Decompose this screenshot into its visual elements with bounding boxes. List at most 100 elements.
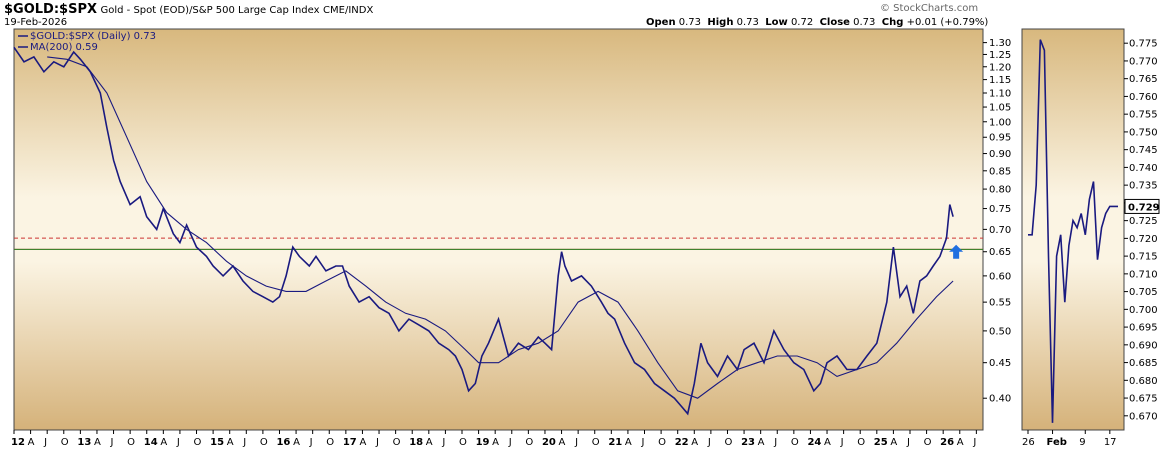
close-label: Close [819, 17, 850, 28]
x-tick-label: A [426, 437, 433, 448]
last-value-label: 0.729 [1128, 202, 1160, 213]
y-tick-label: 1.25 [989, 50, 1011, 61]
y-tick-label: 0.60 [989, 271, 1011, 282]
plot-area [13, 28, 984, 431]
x-tick-label: J [508, 437, 512, 448]
x-tick-label: 25 [874, 437, 888, 448]
brand-watermark: © StockCharts.com [880, 3, 979, 14]
x-tick-label: 23 [741, 437, 755, 448]
open-label: Open [646, 17, 676, 28]
x-tick-label: 15 [210, 437, 224, 448]
x-tick-label: 21 [608, 437, 622, 448]
x-tick-label: A [359, 437, 366, 448]
x-tick-label: 22 [675, 437, 689, 448]
y-tick-label: 0.90 [989, 149, 1011, 160]
side-y-tick-label: 0.700 [1129, 305, 1158, 316]
x-tick-label: J [641, 437, 645, 448]
x-tick-label: O [260, 437, 268, 448]
y-tick-label: 1.30 [989, 38, 1011, 49]
chg-label: Chg [881, 17, 904, 28]
x-tick-label: A [160, 437, 167, 448]
legend-entry: $GOLD:$SPX (Daily) 0.73 [30, 31, 156, 42]
x-tick-label: J [242, 437, 246, 448]
side-y-tick-label: 0.745 [1129, 145, 1158, 156]
x-tick-label: O [724, 437, 732, 448]
side-y-tick-label: 0.695 [1129, 323, 1158, 334]
x-tick-label: J [309, 437, 313, 448]
high-label: High [707, 17, 734, 28]
y-tick-label: 0.80 [989, 185, 1011, 196]
chg-value: +0.01 (+0.79%) [906, 17, 989, 28]
x-tick-label: J [906, 437, 910, 448]
x-tick-label: 17 [343, 437, 357, 448]
legend-entry: MA(200) 0.59 [30, 42, 98, 53]
x-tick-label: 18 [409, 437, 423, 448]
y-tick-label: 0.50 [989, 326, 1011, 337]
y-tick-label: 0.55 [989, 298, 1011, 309]
x-tick-label: A [824, 437, 831, 448]
side-y-tick-label: 0.765 [1129, 74, 1158, 85]
side-x-tick-label: 26 [1022, 437, 1035, 448]
side-chart-panel: 0.775 0.770 0.765 0.760 0.755 0.750 0.745 0.740… [1021, 28, 1160, 448]
x-tick-label: J [176, 437, 180, 448]
symbol-description: Gold - Spot (EOD)/S&P 500 Large Cap Inde… [100, 5, 320, 16]
x-tick-label: O [791, 437, 799, 448]
y-tick-label: 1.05 [989, 103, 1011, 114]
close-value: 0.73 [853, 17, 876, 28]
low-value: 0.72 [790, 17, 814, 28]
x-tick-label: A [890, 437, 897, 448]
ohlc-readout: Open 0.73 High 0.73 Low 0.72 Close 0.73 … [646, 17, 988, 28]
side-y-tick-label: 0.670 [1129, 411, 1158, 422]
y-tick-label: 1.00 [989, 117, 1011, 128]
x-tick-label: A [559, 437, 566, 448]
x-tick-label: O [658, 437, 666, 448]
y-tick-label: 1.15 [989, 75, 1011, 86]
x-tick-label: A [625, 437, 632, 448]
exchange-label: CME/INDX [323, 5, 374, 16]
x-tick-label: A [492, 437, 499, 448]
x-tick-label: J [574, 437, 578, 448]
side-y-tick-label: 0.675 [1129, 394, 1158, 405]
y-tick-label: 0.85 [989, 166, 1011, 177]
x-tick-label: 13 [77, 437, 91, 448]
y-tick-label: 0.65 [989, 247, 1011, 258]
side-y-tick-label: 0.770 [1129, 56, 1158, 67]
x-tick-label: O [127, 437, 135, 448]
up-arrow-marker [949, 244, 964, 259]
price-series-line [13, 46, 954, 416]
x-tick-label: A [758, 437, 765, 448]
x-tick-label: 12 [11, 437, 25, 448]
chart-header: $GOLD:$SPX Gold - Spot (EOD)/S&P 500 Lar… [4, 2, 373, 17]
low-label: Low [765, 17, 788, 28]
x-tick-label: O [326, 437, 334, 448]
side-y-tick-label: 0.725 [1129, 216, 1158, 227]
side-y-tick-label: 0.755 [1129, 110, 1158, 121]
side-y-tick-label: 0.685 [1129, 358, 1158, 369]
side-y-tick-label: 0.775 [1129, 39, 1158, 50]
x-tick-label: 26 [940, 437, 954, 448]
y-tick-label: 0.40 [989, 394, 1011, 405]
y-tick-label: 0.45 [989, 358, 1011, 369]
side-y-tick-label: 0.705 [1129, 287, 1158, 298]
x-tick-label: J [441, 437, 445, 448]
x-tick-label: 14 [144, 437, 158, 448]
x-tick-label: 24 [807, 437, 821, 448]
side-series-line [1028, 39, 1118, 423]
open-value: 0.73 [678, 17, 702, 28]
main-chart-panel: 1.301.251.20 1.15 1.10 1.05 1.00 0.95 0.90 0.85… [11, 28, 1011, 448]
x-tick-label: O [857, 437, 865, 448]
side-y-tick-label: 0.750 [1129, 127, 1158, 138]
x-tick-label: O [61, 437, 69, 448]
x-tick-label: J [43, 437, 47, 448]
side-x-tick-label: Feb [1047, 437, 1067, 448]
ma200-series-line [47, 56, 954, 399]
x-tick-label: J [707, 437, 711, 448]
x-tick-label: J [110, 437, 114, 448]
x-tick-label: O [924, 437, 932, 448]
chart-date: 19-Feb-2026 [4, 17, 68, 28]
x-tick-label: A [227, 437, 234, 448]
x-tick-label: J [972, 437, 976, 448]
side-x-tick-label: 9 [1079, 437, 1085, 448]
high-value: 0.73 [736, 17, 759, 28]
